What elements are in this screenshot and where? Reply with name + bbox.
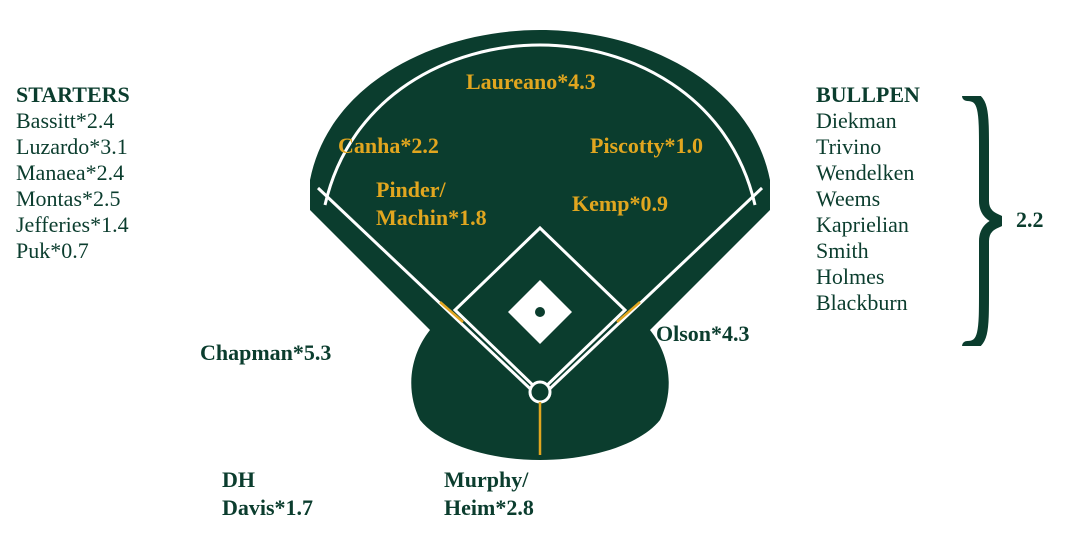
- bullpen-item-4: Kaprielian: [816, 212, 920, 238]
- pos-ss-line2: Machin*1.8: [376, 204, 487, 232]
- bullpen-total: 2.2: [1016, 206, 1044, 234]
- starters-item-3: Montas*2.5: [16, 186, 130, 212]
- pos-c-line1: Murphy/: [444, 466, 528, 494]
- depth-chart: Laureano*4.3 Canha*2.2 Piscotty*1.0 Pind…: [0, 0, 1082, 543]
- bullpen-item-7: Blackburn: [816, 290, 920, 316]
- pos-lf: Canha*2.2: [338, 132, 439, 160]
- bullpen-item-0: Diekman: [816, 108, 920, 134]
- starters-item-2: Manaea*2.4: [16, 160, 130, 186]
- bullpen-item-3: Weems: [816, 186, 920, 212]
- pitchers-mound-dot: [535, 307, 545, 317]
- bullpen-block: BULLPEN Diekman Trivino Wendelken Weems …: [816, 82, 920, 316]
- pos-2b: Kemp*0.9: [572, 190, 668, 218]
- starters-item-4: Jefferies*1.4: [16, 212, 130, 238]
- bullpen-item-1: Trivino: [816, 134, 920, 160]
- bullpen-item-5: Smith: [816, 238, 920, 264]
- bullpen-brace: [962, 96, 1002, 346]
- bullpen-item-6: Holmes: [816, 264, 920, 290]
- pos-ss-line1: Pinder/: [376, 176, 446, 204]
- pos-3b: Chapman*5.3: [200, 339, 331, 367]
- pos-rf: Piscotty*1.0: [590, 132, 703, 160]
- home-plate-circle: [530, 382, 550, 402]
- starters-item-5: Puk*0.7: [16, 238, 130, 264]
- pos-cf: Laureano*4.3: [466, 68, 596, 96]
- starters-item-0: Bassitt*2.4: [16, 108, 130, 134]
- dh-player: Davis*1.7: [222, 494, 313, 522]
- starters-item-1: Luzardo*3.1: [16, 134, 130, 160]
- bullpen-heading: BULLPEN: [816, 82, 920, 108]
- dh-heading: DH: [222, 466, 255, 494]
- starters-heading: STARTERS: [16, 82, 130, 108]
- pos-1b: Olson*4.3: [656, 320, 750, 348]
- pos-c-line2: Heim*2.8: [444, 494, 534, 522]
- bullpen-item-2: Wendelken: [816, 160, 920, 186]
- starters-block: STARTERS Bassitt*2.4 Luzardo*3.1 Manaea*…: [16, 82, 130, 264]
